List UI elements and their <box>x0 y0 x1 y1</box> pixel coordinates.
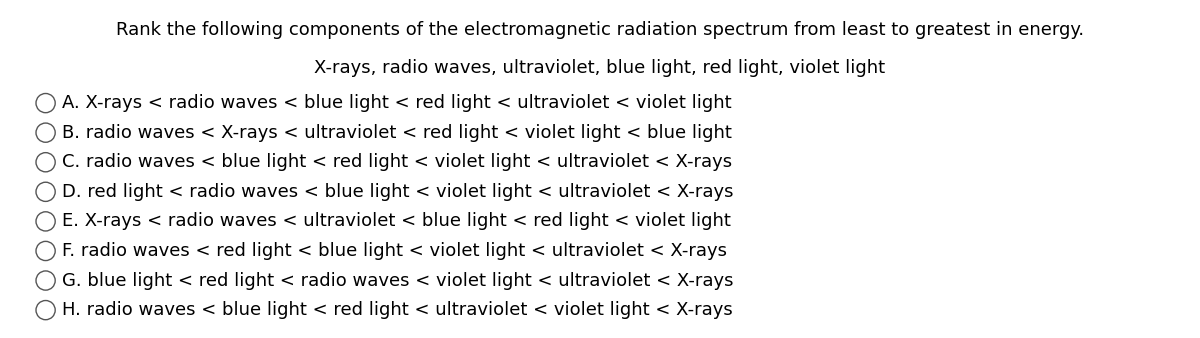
Text: F. radio waves < red light < blue light < violet light < ultraviolet < X-rays: F. radio waves < red light < blue light … <box>62 242 727 260</box>
Text: A. X-rays < radio waves < blue light < red light < ultraviolet < violet light: A. X-rays < radio waves < blue light < r… <box>62 94 732 112</box>
Text: E. X-rays < radio waves < ultraviolet < blue light < red light < violet light: E. X-rays < radio waves < ultraviolet < … <box>62 212 731 231</box>
Text: D. red light < radio waves < blue light < violet light < ultraviolet < X-rays: D. red light < radio waves < blue light … <box>62 183 734 201</box>
Text: X-rays, radio waves, ultraviolet, blue light, red light, violet light: X-rays, radio waves, ultraviolet, blue l… <box>314 58 886 77</box>
Text: G. blue light < red light < radio waves < violet light < ultraviolet < X-rays: G. blue light < red light < radio waves … <box>62 271 734 290</box>
Text: H. radio waves < blue light < red light < ultraviolet < violet light < X-rays: H. radio waves < blue light < red light … <box>62 301 733 319</box>
Text: B. radio waves < X-rays < ultraviolet < red light < violet light < blue light: B. radio waves < X-rays < ultraviolet < … <box>62 124 732 142</box>
Text: C. radio waves < blue light < red light < violet light < ultraviolet < X-rays: C. radio waves < blue light < red light … <box>62 153 732 171</box>
Text: Rank the following components of the electromagnetic radiation spectrum from lea: Rank the following components of the ele… <box>116 21 1084 40</box>
